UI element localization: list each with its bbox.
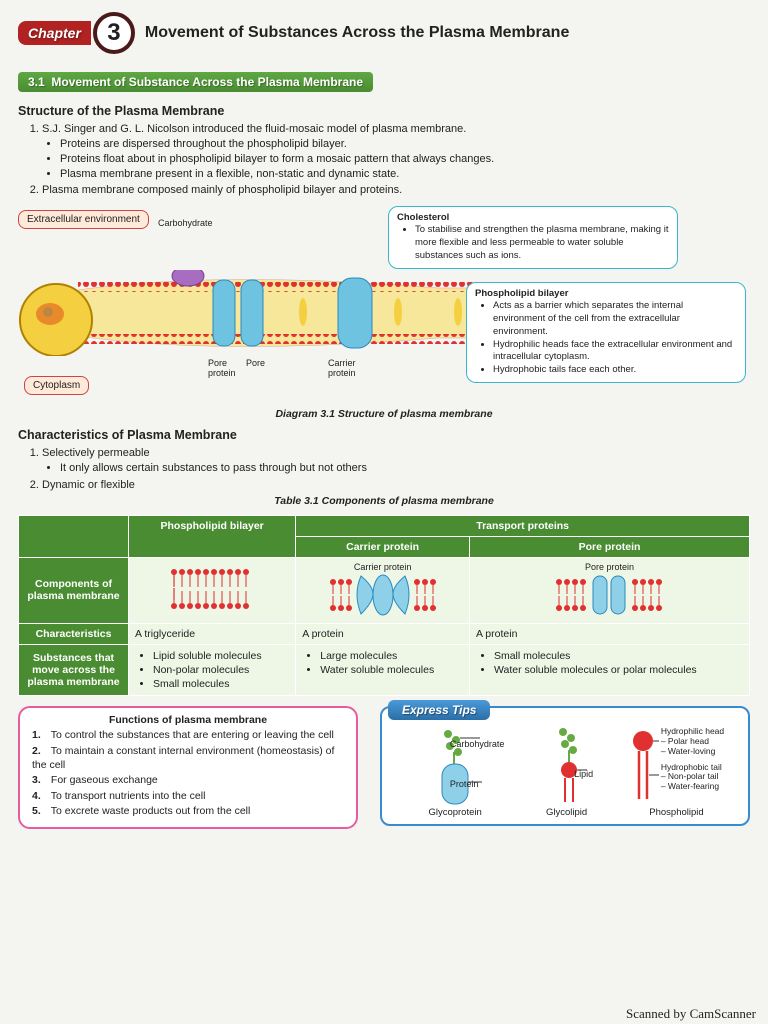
structure-heading: Structure of the Plasma Membrane — [18, 104, 750, 118]
label: Phospholipid — [629, 807, 724, 818]
characteristics-list: Selectively permeable It only allows cer… — [18, 446, 750, 493]
list-item: Selectively permeable It only allows cer… — [42, 446, 750, 476]
cholesterol-callout: Cholesterol To stabilise and strengthen … — [388, 206, 678, 268]
pore-label: Pore — [246, 358, 265, 368]
cytoplasm-label: Cytoplasm — [24, 376, 89, 395]
table-caption: Table 3.1 Components of plasma membrane — [18, 495, 750, 507]
functions-box: Functions of plasma membrane 1. To contr… — [18, 706, 358, 829]
section-num: 3.1 — [28, 75, 45, 89]
row-substances: Substances that move across the plasma m… — [19, 644, 129, 696]
carrier-protein-label: Carrierprotein — [328, 358, 356, 378]
row-components: Components of plasma membrane — [19, 557, 129, 623]
chapter-header: Chapter 3 Movement of Substances Across … — [18, 12, 750, 54]
tips-banner: Express Tips — [388, 700, 490, 720]
th-carrier: Carrier protein — [296, 536, 470, 557]
diagram-caption: Diagram 3.1 Structure of plasma membrane — [18, 408, 750, 420]
callout-text: To stabilise and strengthen the plasma m… — [415, 224, 669, 262]
chapter-title: Movement of Substances Across the Plasma… — [145, 24, 569, 42]
label: Glycolipid — [540, 807, 593, 818]
express-tips-box: Express Tips Carbohydrate Protein Glycop… — [380, 706, 750, 826]
characteristics-heading: Characteristics of Plasma Membrane — [18, 428, 750, 442]
cell: A triglyceride — [129, 623, 296, 644]
callout-text: Hydrophobic tails face each other. — [493, 364, 737, 377]
cell-pore-img: Pore protein — [469, 557, 749, 623]
list-item: Lipid soluble molecules — [153, 649, 289, 663]
scanner-watermark: Scanned by CamScanner — [626, 1006, 756, 1022]
cell-carrier-img: Carrier protein — [296, 557, 470, 623]
th-phospholipid: Phospholipid bilayer — [129, 515, 296, 557]
phospholipid-col: Hydrophilic head – Polar head – Water-lo… — [629, 727, 724, 818]
th-transport: Transport proteins — [296, 515, 750, 536]
list-item: Dynamic or flexible — [42, 478, 750, 493]
callout-title: Cholesterol — [397, 212, 449, 223]
label: Carbohydrate — [450, 739, 505, 749]
functions-title: Functions of plasma membrane — [28, 714, 348, 726]
cell: Small molecules Water soluble molecules … — [469, 644, 749, 696]
list-item: Plasma membrane composed mainly of phosp… — [42, 183, 750, 198]
list-item: Non-polar molecules — [153, 663, 289, 677]
label: Lipid — [574, 769, 593, 779]
list-item: Plasma membrane present in a flexible, n… — [60, 167, 750, 182]
section-bar: 3.1 Movement of Substance Across the Pla… — [18, 72, 373, 92]
plasma-membrane-diagram: Extracellular environment Carbohydrate — [18, 206, 750, 406]
bilayer-callout: Phospholipid bilayer Acts as a barrier w… — [466, 282, 746, 383]
cell: A protein — [469, 623, 749, 644]
label: – Water-loving — [661, 747, 724, 757]
list-item: Water soluble molecules or polar molecul… — [494, 663, 743, 677]
section-title: Movement of Substance Across the Plasma … — [51, 75, 363, 89]
pore-protein-label: Poreprotein — [208, 358, 236, 378]
callout-text: Hydrophilic heads face the extracellular… — [493, 339, 737, 365]
cell-bilayer-img — [129, 557, 296, 623]
list-item: Small molecules — [494, 649, 743, 663]
list-item: Large molecules — [320, 649, 463, 663]
chapter-number: 3 — [93, 12, 135, 54]
label: Glycoprotein — [406, 807, 505, 818]
list-item: 2. To maintain a constant internal envir… — [32, 745, 348, 772]
th-pore: Pore protein — [469, 536, 749, 557]
list-item: Proteins are dispersed throughout the ph… — [60, 137, 750, 152]
structure-list: S.J. Singer and G. L. Nicolson introduce… — [18, 122, 750, 198]
label: Protein — [450, 779, 479, 789]
list-item: It only allows certain substances to pas… — [60, 461, 750, 476]
list-item: Small molecules — [153, 677, 289, 691]
callout-text: Acts as a barrier which separates the in… — [493, 300, 737, 338]
components-table: Phospholipid bilayer Transport proteins … — [18, 515, 750, 697]
list-item: S.J. Singer and G. L. Nicolson introduce… — [42, 122, 750, 181]
list-item: 4. To transport nutrients into the cell — [32, 790, 348, 804]
callout-title: Phospholipid bilayer — [475, 288, 568, 299]
list-item: Water soluble molecules — [320, 663, 463, 677]
glycolipid-col: Lipid Glycolipid — [540, 726, 593, 818]
mini-label: Pore protein — [476, 562, 743, 572]
list-item: 5. To excrete waste products out from th… — [32, 805, 348, 819]
extracellular-label: Extracellular environment — [18, 210, 149, 229]
cell: Large molecules Water soluble molecules — [296, 644, 470, 696]
chapter-label: Chapter — [18, 21, 91, 45]
row-characteristics: Characteristics — [19, 623, 129, 644]
glycoprotein-col: Carbohydrate Protein Glycoprotein — [406, 728, 505, 818]
cell: A protein — [296, 623, 470, 644]
text: S.J. Singer and G. L. Nicolson introduce… — [42, 123, 466, 135]
label: – Water-fearing — [661, 782, 724, 792]
list-item: 3. For gaseous exchange — [32, 774, 348, 788]
mini-label: Carrier protein — [302, 562, 463, 572]
cell: Lipid soluble molecules Non-polar molecu… — [129, 644, 296, 696]
list-item: Proteins float about in phospholipid bil… — [60, 152, 750, 167]
carbohydrate-label: Carbohydrate — [158, 218, 213, 228]
list-item: 1. To control the substances that are en… — [32, 729, 348, 743]
